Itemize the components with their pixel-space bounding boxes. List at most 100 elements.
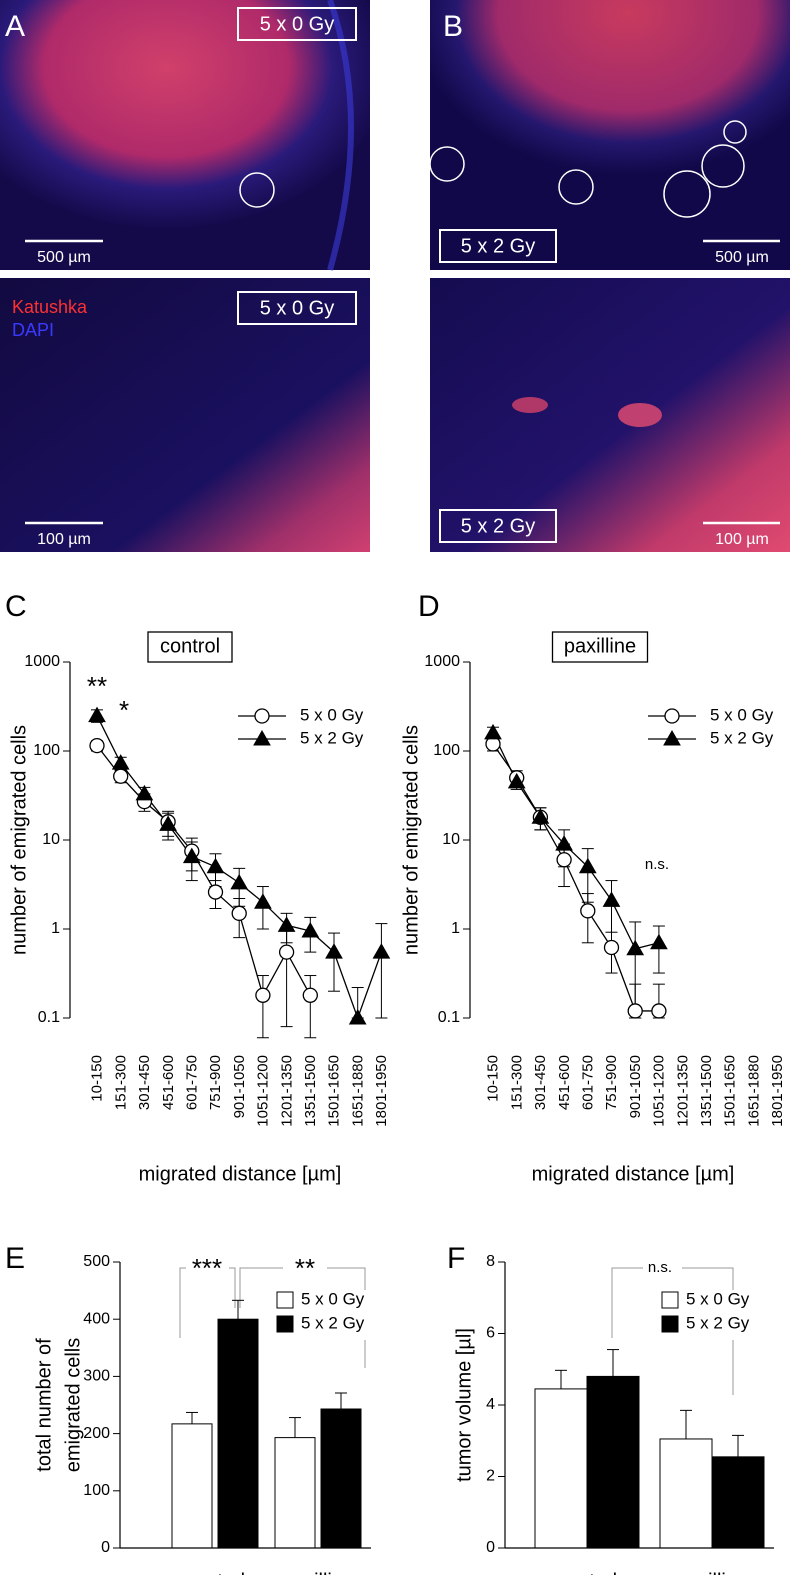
data-point (603, 939, 620, 956)
condition-label: 5 x 2 Gy (461, 235, 535, 257)
image-panel-a-zoom: 5 x 0 Gy Katushka DAPI 100 µm (0, 278, 370, 552)
cell-circle (701, 144, 745, 188)
y-axis-label: emigrated cells (62, 1338, 84, 1473)
x-tick-label: 10-150 (485, 1055, 502, 1102)
x-tick-label: 1201-1350 (674, 1055, 691, 1127)
data-point (113, 768, 129, 784)
data-point (88, 706, 106, 723)
data-point (372, 943, 391, 959)
y-tick-label: 1 (51, 920, 60, 937)
data-point (348, 1008, 367, 1025)
legend-label: 5 x 2 Gy (300, 728, 364, 747)
panel-label: F (447, 1242, 465, 1275)
x-tick-label: 151-300 (508, 1055, 525, 1110)
legend-swatch (276, 1315, 294, 1333)
image-panel-b: 5 x 2 Gy 500 µm B (429, 0, 790, 270)
x-tick-label: paxilline (676, 1570, 748, 1575)
data-point (135, 784, 154, 801)
x-tick-label: 301-450 (136, 1055, 153, 1110)
micrograph (430, 278, 790, 552)
data-point (182, 847, 201, 864)
x-tick-label: 1051-1200 (255, 1055, 272, 1127)
x-tick-label: 751-900 (603, 1055, 620, 1110)
x-tick-label: 301-450 (532, 1055, 549, 1110)
data-point (626, 939, 645, 956)
bar (217, 1318, 259, 1549)
y-tick-label: 2 (486, 1468, 495, 1485)
condition-box (237, 291, 357, 325)
data-point (578, 857, 597, 874)
legend-label: 5 x 2 Gy (686, 1313, 750, 1332)
legend-label: 5 x 0 Gy (300, 705, 364, 724)
cell (618, 403, 662, 427)
chart-title: paxilline (564, 635, 636, 657)
x-tick-label: 1201-1350 (278, 1055, 295, 1127)
bracket (179, 1267, 236, 1338)
x-tick-label: control (557, 1570, 617, 1575)
bar (659, 1438, 713, 1549)
bar (586, 1375, 640, 1549)
y-tick-label: 1000 (24, 653, 60, 670)
x-tick-label: 451-600 (160, 1055, 177, 1110)
data-point (627, 1003, 643, 1019)
legend-label: 5 x 0 Gy (301, 1289, 365, 1308)
x-tick-label: 1501-1650 (326, 1055, 343, 1127)
brackets (179, 1267, 734, 1395)
channel-label: Katushka (12, 297, 88, 317)
x-tick-label: 151-300 (112, 1055, 129, 1110)
x-tick-label: 10-150 (89, 1055, 106, 1102)
x-tick-label: 751-900 (207, 1055, 224, 1110)
data-point (302, 987, 318, 1003)
x-axis-label: migrated distance [µm] (139, 1163, 342, 1185)
y-axis-label: number of emigrated cells (8, 725, 30, 955)
cell-circle (239, 172, 275, 208)
y-tick-label: 0.1 (438, 1009, 460, 1026)
cell-circle (558, 169, 594, 205)
scale-label: 100 µm (715, 531, 769, 548)
condition-label: 5 x 0 Gy (260, 13, 334, 35)
y-tick-label: 1 (451, 920, 460, 937)
y-tick-label: 1000 (424, 653, 460, 670)
legend-swatch (276, 1291, 294, 1309)
y-axis-label: tumor volume [µl] (453, 1328, 475, 1482)
y-tick-label: 100 (83, 1482, 110, 1499)
data-point (231, 905, 247, 921)
x-tick-label: 1651-1880 (349, 1055, 366, 1127)
bar (320, 1408, 362, 1549)
data-point (651, 1003, 667, 1019)
y-tick-label: 300 (83, 1368, 110, 1385)
x-tick-label: 1051-1200 (651, 1055, 668, 1127)
condition-label: 5 x 2 Gy (461, 515, 535, 537)
scale-label: 500 µm (37, 249, 91, 266)
y-tick-label: 0 (486, 1539, 495, 1556)
micrograph (430, 0, 790, 270)
x-tick-label: 1351-1500 (302, 1055, 319, 1127)
data-point (230, 873, 249, 890)
micrograph (0, 0, 370, 270)
x-tick-label: 451-600 (556, 1055, 573, 1110)
legend-label: 5 x 2 Gy (301, 1313, 365, 1332)
series-line (492, 732, 660, 950)
condition-box (237, 7, 357, 41)
bar (274, 1437, 316, 1549)
y-tick-label: 100 (433, 742, 460, 759)
bar (171, 1423, 213, 1549)
x-tick-label: 1651-1880 (745, 1055, 762, 1127)
legend-swatch (661, 1291, 679, 1309)
legend-marker (253, 729, 271, 746)
legend-marker (254, 708, 270, 724)
y-tick-label: 10 (42, 831, 60, 848)
data-point (111, 754, 130, 770)
image-panel-a: 5 x 0 Gy 500 µm A (0, 0, 370, 271)
panel-label: C (5, 590, 27, 623)
data-point (254, 893, 272, 909)
x-tick-label: 1801-1950 (373, 1055, 390, 1127)
panel-label: A (5, 10, 25, 43)
x-tick-label: 901-1050 (627, 1055, 644, 1118)
data-point (206, 857, 225, 874)
data-point (484, 723, 502, 740)
x-tick-label: 1801-1950 (769, 1055, 786, 1127)
panel-label: B (443, 10, 463, 43)
legend-label: 5 x 2 Gy (710, 728, 774, 747)
